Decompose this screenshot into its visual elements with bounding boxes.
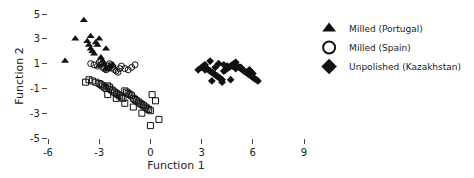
svg-text:-3: -3 [30,108,40,119]
svg-text:Milled (Spain): Milled (Spain) [349,43,411,53]
svg-text:-1: -1 [30,83,40,94]
svg-text:6: 6 [250,147,256,158]
svg-text:Unpolished (Kazakhstan): Unpolished (Kazakhstan) [349,62,461,72]
svg-text:0: 0 [147,147,153,158]
svg-text:3: 3 [198,147,204,158]
svg-text:-3: -3 [94,147,104,158]
svg-text:-5: -5 [30,133,40,144]
svg-text:1: 1 [34,58,40,69]
svg-text:9: 9 [301,147,307,158]
svg-text:Function 2: Function 2 [13,47,26,104]
svg-text:3: 3 [34,33,40,44]
svg-text:Function 1: Function 1 [147,159,204,172]
svg-text:-6: -6 [43,147,53,158]
svg-text:5: 5 [34,9,40,20]
svg-text:Milled (Portugal): Milled (Portugal) [349,24,423,34]
